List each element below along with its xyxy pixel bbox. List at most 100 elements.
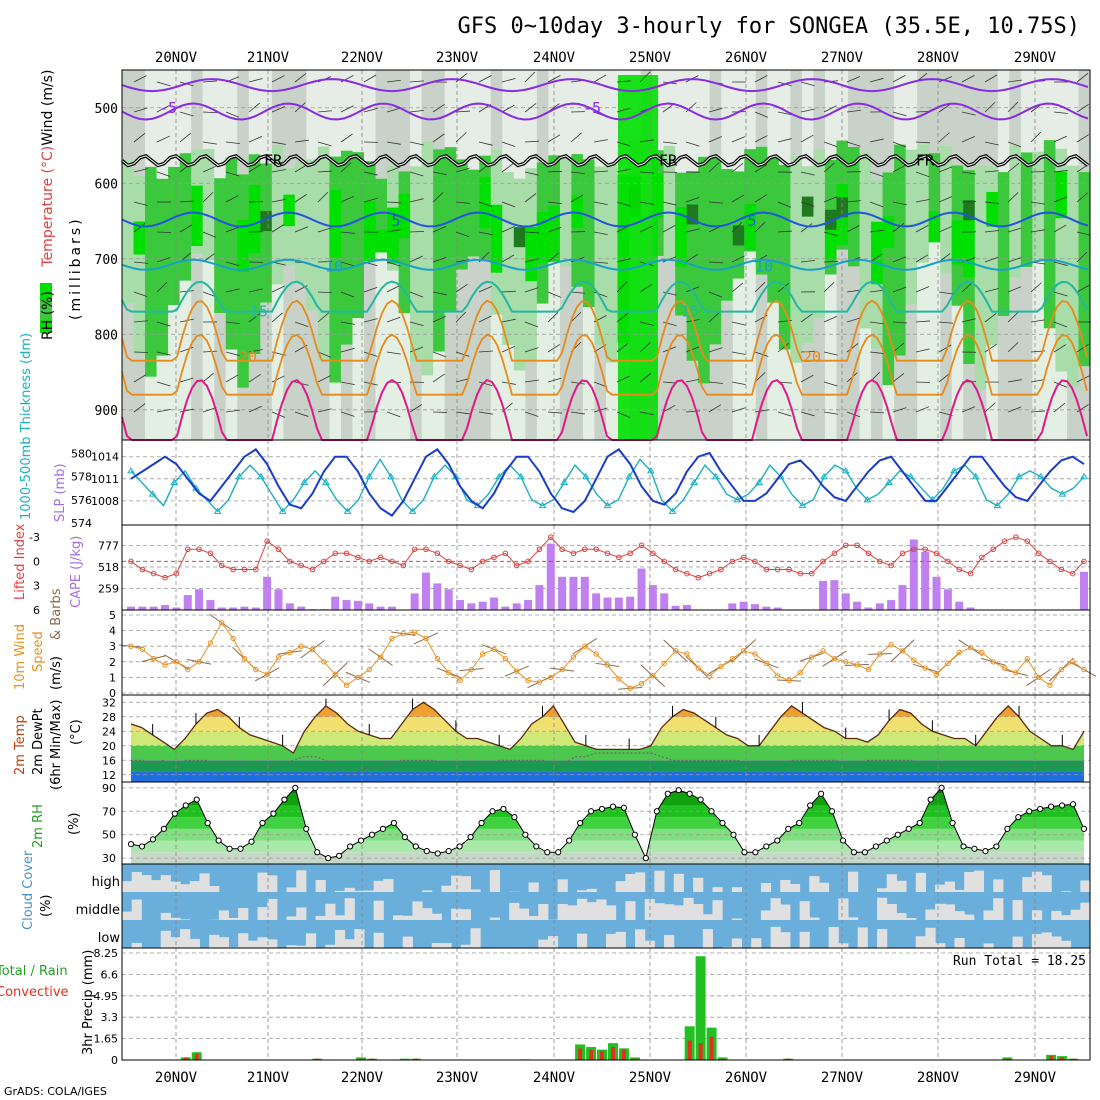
wind-speed-marker [956, 649, 962, 656]
cloud-gap-cell [199, 873, 210, 892]
wind-barb [248, 349, 263, 353]
rh-shade-cell [606, 164, 619, 363]
li-marker [230, 566, 236, 573]
wind-barb [685, 141, 700, 147]
rh-tick-label: 30 [102, 852, 116, 865]
cloud-gap-cell [267, 898, 278, 920]
wind-barb [800, 81, 815, 87]
cloud-gap-cell [393, 915, 404, 920]
rh-shade-cell [433, 70, 446, 150]
temp-contour-minus5-upper [121, 78, 1089, 93]
cloud-gap-cell [364, 890, 375, 892]
wind-barb [777, 411, 792, 417]
wind-tick-label: 4 [109, 625, 116, 638]
cloud-gap-cell [944, 881, 955, 892]
wind-barb [708, 291, 723, 298]
wind-barb [386, 141, 401, 145]
wind-barb [892, 141, 907, 148]
cloud-gap-cell [799, 901, 810, 920]
cloud-gap-cell [664, 904, 675, 920]
wind-barb [754, 111, 769, 118]
rh-unit-label: (%) [67, 813, 82, 836]
wind-barb [708, 136, 723, 143]
wind-barb [501, 163, 514, 173]
wind-barb [754, 221, 766, 233]
wind-barb [708, 404, 722, 413]
rh-shade-cell [559, 70, 572, 158]
rh-shade-cell [156, 355, 169, 440]
wind-barb [938, 372, 951, 383]
rh-marker [598, 805, 606, 813]
wind-barb [432, 315, 446, 323]
wind-barb [593, 74, 607, 83]
thickness-marker [278, 507, 287, 514]
rh-shade-cell [721, 70, 734, 169]
wind-barb [294, 194, 307, 203]
cloud-gap-cell [993, 879, 1004, 892]
rh-marker [533, 843, 540, 850]
wind-barb [133, 223, 146, 233]
wind-barb [455, 132, 467, 143]
rh-marker [872, 843, 879, 850]
cloud-gap-cell [431, 943, 442, 948]
cloud-gap-cell [528, 915, 539, 920]
rh-marker [982, 848, 989, 855]
rh-shade-cell [905, 304, 918, 440]
wind-barb [547, 170, 563, 173]
wind-barb [363, 351, 378, 357]
chart-title: GFS 0~10day 3-hourly for SONGEA (35.5E, … [457, 14, 1080, 39]
wind-barb [524, 258, 539, 263]
cloud-gap-cell [296, 870, 307, 892]
rh-shade-cell [790, 362, 803, 440]
rh-marker [730, 831, 737, 838]
temp-contour-20-lower [121, 333, 1088, 396]
wind-barb [662, 141, 677, 145]
rh-shade-cell [168, 70, 181, 167]
wind-speed-marker [729, 655, 735, 662]
thickness-marker [711, 472, 720, 480]
thickness-marker [300, 478, 309, 485]
li-marker [287, 558, 293, 565]
cloud-gap-cell [877, 888, 888, 892]
wind-barb [225, 374, 239, 383]
li-marker [400, 562, 407, 569]
wind-barb [1076, 343, 1089, 353]
rh-shade-cell [191, 70, 204, 150]
wind-speed-marker [740, 648, 747, 654]
wind-barb [317, 261, 333, 263]
rh-shade-cell [1020, 267, 1033, 440]
cloud-gap-cell [247, 940, 259, 948]
wind-barb [294, 164, 308, 173]
wind-barb [386, 261, 401, 267]
wind-speed-marker [321, 659, 327, 665]
rh-marker [741, 849, 748, 856]
rh-shade-cell [294, 161, 307, 283]
wind-barb [593, 201, 608, 205]
li-marker [491, 554, 497, 561]
precip-convective-bar [578, 1048, 583, 1060]
wind-barb [1030, 379, 1045, 383]
cape-bar [750, 604, 759, 610]
cape-bar [421, 572, 430, 610]
li-marker [854, 542, 860, 549]
wind-barb [639, 284, 653, 293]
rh-shade-cell [179, 70, 192, 154]
li-marker [582, 546, 588, 553]
wind-tick-label: 1 [109, 671, 116, 684]
rh-shade-cell [536, 303, 549, 440]
li-marker [752, 558, 758, 565]
cloud-gap-cell [848, 871, 859, 892]
cape-bar [955, 601, 964, 610]
rh-shade-cell [836, 249, 849, 440]
cape-bar [864, 607, 873, 610]
cloud-gap-cell [315, 915, 326, 920]
wind-barb [133, 403, 146, 413]
wind-speed-marker [616, 676, 622, 682]
cloud-gap-cell [954, 937, 965, 948]
rh-shade-cell [410, 362, 423, 440]
wind-barb [616, 80, 631, 83]
wind-barb [340, 261, 355, 267]
cloud-gap-cell [964, 914, 975, 920]
thickness-marker [170, 478, 179, 485]
freezing-level-contour-inner [121, 155, 1089, 166]
